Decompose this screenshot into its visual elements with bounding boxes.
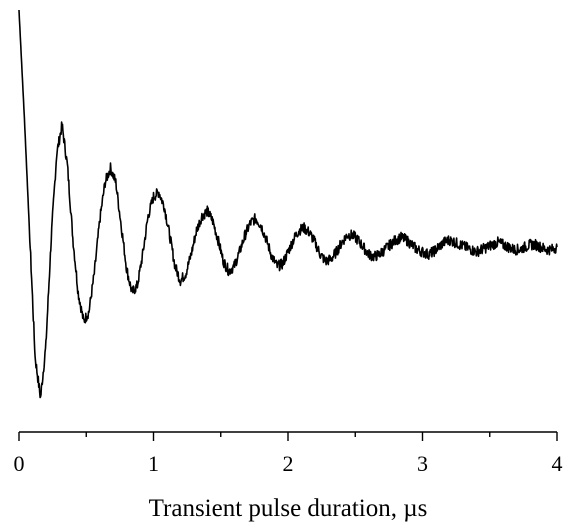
x-axis-title: Transient pulse duration, µs: [149, 495, 428, 522]
plot-area: [18, 9, 558, 399]
x-ticks: [18, 432, 558, 441]
x-tick-label-0: 0: [14, 451, 25, 476]
x-tick-label-1: 1: [148, 451, 159, 476]
x-tick-labels: 0 1 2 3 4: [14, 451, 563, 476]
x-tick-label-4: 4: [552, 451, 563, 476]
series-line: [18, 9, 558, 399]
x-tick-label-2: 2: [283, 451, 294, 476]
x-tick-label-3: 3: [417, 451, 428, 476]
